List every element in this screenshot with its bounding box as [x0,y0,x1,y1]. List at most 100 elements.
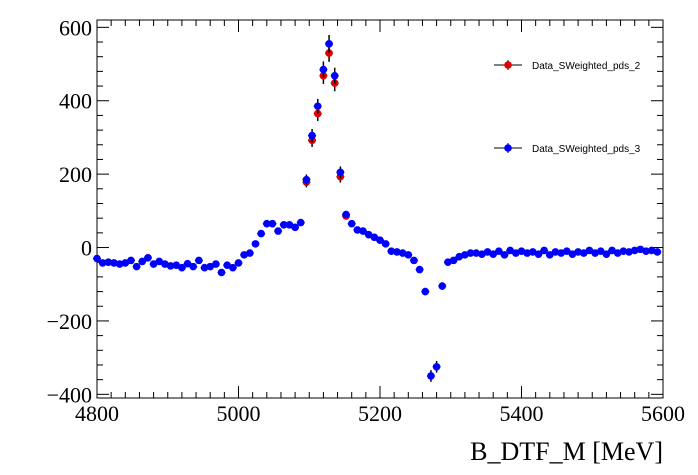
data-point [257,229,265,238]
data-point [574,248,582,256]
data-point [438,282,447,290]
data-point [325,49,333,57]
data-point [166,262,175,270]
axis-tick-labels: 4800 5000 5200 5400 5600 −400 −200 0 200 400 600 [47,15,685,426]
data-point [466,249,475,257]
data-point [285,220,294,229]
data-point [336,168,345,177]
data-point [217,268,226,277]
data-point [93,254,101,263]
data-point [642,247,650,256]
x-tick-label: 5600 [641,401,685,426]
y-tick-label: 600 [59,15,92,40]
data-point [319,65,328,74]
data-point [195,256,203,265]
data-point [189,262,198,271]
data-point [500,251,509,259]
x-tick-label: 5400 [500,401,544,426]
data-point [523,249,531,257]
data-point [596,247,605,256]
data-point [212,260,220,268]
data-point [630,246,639,255]
data-point [562,247,571,256]
data-point [229,263,237,272]
data-point [302,175,311,184]
data-point [653,248,662,256]
data-point [347,219,356,228]
data-point [534,250,543,258]
data-point [376,236,384,244]
data-point [246,249,254,257]
data-point [364,230,373,239]
data-point [506,246,514,255]
data-point [149,260,158,268]
data-point [291,223,299,232]
data-point [263,219,271,228]
data-point [370,233,379,242]
data-point [387,247,396,256]
legend-label: Data_SWeighted_pds_2 [532,61,641,72]
data-point [127,256,135,265]
data-point [472,249,481,257]
data-point [138,257,147,266]
data-point [619,247,628,256]
data-point [308,131,316,140]
series-markers [93,35,662,382]
x-axis-title: B_DTF_M [MeV] [470,437,663,466]
x-tick-label: 4800 [75,401,119,426]
legend: Data_SWeighted_pds_2 Data_SWeighted_pds_3 [494,60,641,155]
data-point [313,102,322,111]
data-point [325,40,333,48]
data-point [489,250,498,258]
y-tick-label: 200 [59,162,92,187]
data-markers [93,35,662,382]
data-point [251,240,260,248]
x-tick-label: 5200 [358,401,402,426]
data-point [602,250,611,258]
data-point [115,260,124,268]
data-point [359,227,367,235]
data-point [98,259,107,267]
legend-entry: Data_SWeighted_pds_2 [494,60,641,72]
data-point [178,263,186,272]
data-point [404,251,413,259]
data-point [279,220,288,229]
data-point [585,246,594,255]
data-point [432,363,441,371]
data-point [495,247,503,256]
data-point [274,227,282,235]
data-point [330,71,339,80]
data-point [144,254,152,262]
axis-ticks [96,20,664,398]
data-point [540,246,548,255]
data-point [381,240,390,248]
data-point [579,249,588,257]
data-point [183,259,192,268]
data-point [393,248,401,256]
x-tick-label: 5000 [217,401,261,426]
y-tick-label: −200 [47,309,92,334]
data-point [121,259,130,267]
data-point [104,258,113,267]
y-tick-label: −400 [47,382,92,407]
legend-entry: Data_SWeighted_pds_3 [494,143,641,155]
data-point [342,210,350,219]
data-point [449,256,458,265]
data-point [410,256,418,265]
data-point [155,257,164,266]
data-point [551,248,560,256]
plot-frame [96,19,664,399]
data-point [234,259,243,267]
y-tick-label: 400 [59,89,92,114]
legend-marker [504,61,512,69]
data-point [110,259,118,267]
legend-label: Data_SWeighted_pds_3 [532,144,641,155]
legend-marker [504,144,512,152]
data-point [200,263,209,272]
data-point [353,226,362,234]
data-point [427,372,435,380]
data-point [223,261,231,269]
y-tick-label: 0 [81,236,92,261]
data-point [421,287,430,296]
